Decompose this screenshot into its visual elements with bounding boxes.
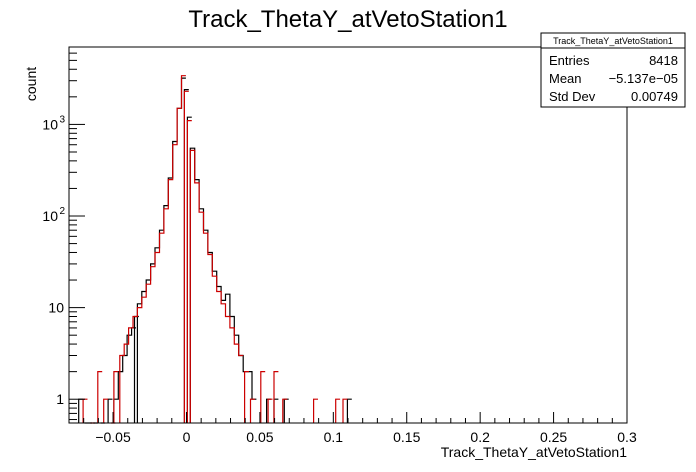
y-tick-label: 1 (56, 391, 64, 407)
y-tick-label: 10 (42, 116, 58, 132)
x-tick-label: 0.3 (617, 429, 637, 445)
stats-mean-value: −5.137e−05 (609, 71, 678, 86)
stats-box-title: Track_ThetaY_atVetoStation1 (553, 36, 673, 46)
x-tick-label: 0 (183, 429, 191, 445)
y-tick-label: 10 (48, 300, 64, 316)
plot-frame (68, 46, 628, 424)
stats-entries-label: Entries (549, 53, 590, 68)
x-tick-label: 0.2 (470, 429, 490, 445)
stats-stddev-value: 0.00749 (631, 89, 678, 104)
stats-box: Track_ThetaY_atVetoStation1 Entries 8418… (540, 32, 686, 108)
y-axis-label: count (23, 67, 39, 101)
y-tick-label: 10 (42, 208, 58, 224)
x-tick-label: 0.05 (246, 429, 273, 445)
chart-title: Track_ThetaY_atVetoStation1 (188, 6, 507, 33)
stats-mean-label: Mean (549, 71, 582, 86)
stats-entries-value: 8418 (649, 53, 678, 68)
x-axis-label: Track_ThetaY_atVetoStation1 (441, 444, 627, 460)
x-tick-label: −0.05 (95, 429, 131, 445)
stats-stddev-label: Std Dev (549, 89, 596, 104)
x-tick-label: 0.1 (324, 429, 344, 445)
x-tick-label: 0.25 (540, 429, 567, 445)
y-tick-exponent: 3 (59, 114, 65, 125)
y-tick-exponent: 2 (59, 206, 65, 217)
x-tick-label: 0.15 (393, 429, 420, 445)
